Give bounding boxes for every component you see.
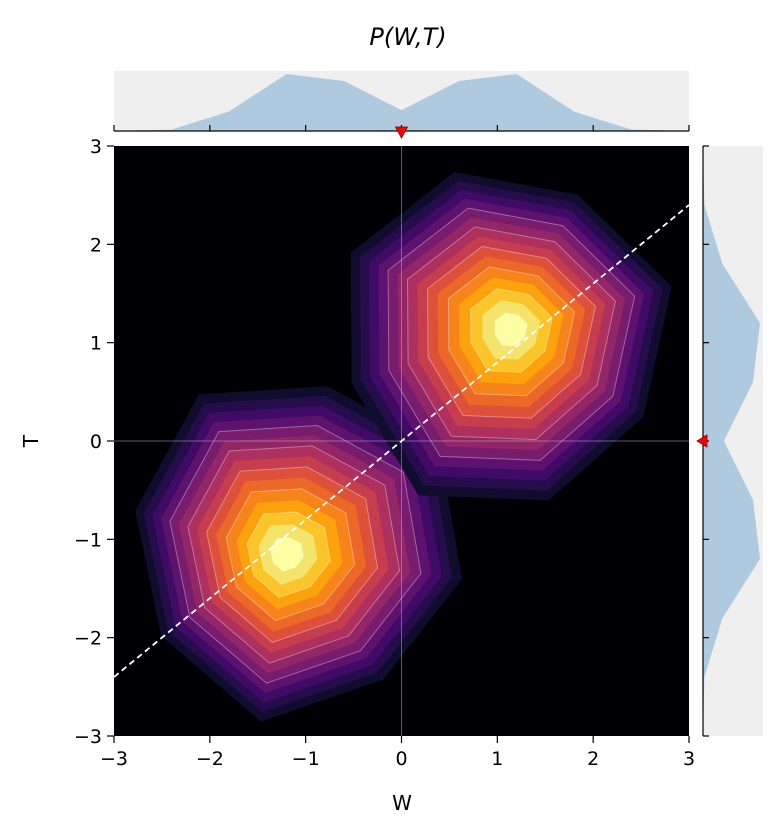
marginal-t-panel (696, 145, 763, 737)
joint-contour-panel (114, 146, 689, 736)
x-tick-label: 0 (395, 748, 407, 770)
contour-level (270, 537, 304, 572)
x-tick-label: 1 (491, 748, 503, 770)
x-tick-label: −3 (100, 748, 128, 770)
marginal-w-density (114, 74, 689, 131)
x-tick-label: 3 (683, 748, 695, 770)
marginal-t-marker (696, 434, 708, 448)
y-tick-label: 0 (90, 431, 102, 453)
marginal-t-density (703, 146, 760, 736)
y-axis-label: T (19, 434, 43, 448)
x-tick-label: −1 (292, 748, 320, 770)
fit-line (114, 204, 689, 678)
y-tick-label: −1 (74, 529, 102, 551)
x-tick-label: −2 (196, 748, 224, 770)
marginal-w-panel (113, 71, 690, 139)
x-tick-label: 2 (587, 748, 599, 770)
marginal-w-marker (394, 126, 409, 139)
axes-layer: −3 −2 −1 0 1 2 3 −3 −2 −1 0 1 2 3 (74, 136, 695, 770)
x-axis-label: W (392, 791, 412, 815)
y-tick-label: −3 (74, 726, 102, 748)
y-tick-label: 3 (90, 136, 102, 158)
contour-content (114, 146, 689, 736)
y-tick-label: 2 (90, 234, 102, 256)
y-tick-label: −2 (74, 628, 102, 650)
y-tick-label: 1 (90, 333, 102, 355)
contour-level (494, 312, 528, 347)
chart-title: P(W,T) (369, 23, 446, 51)
